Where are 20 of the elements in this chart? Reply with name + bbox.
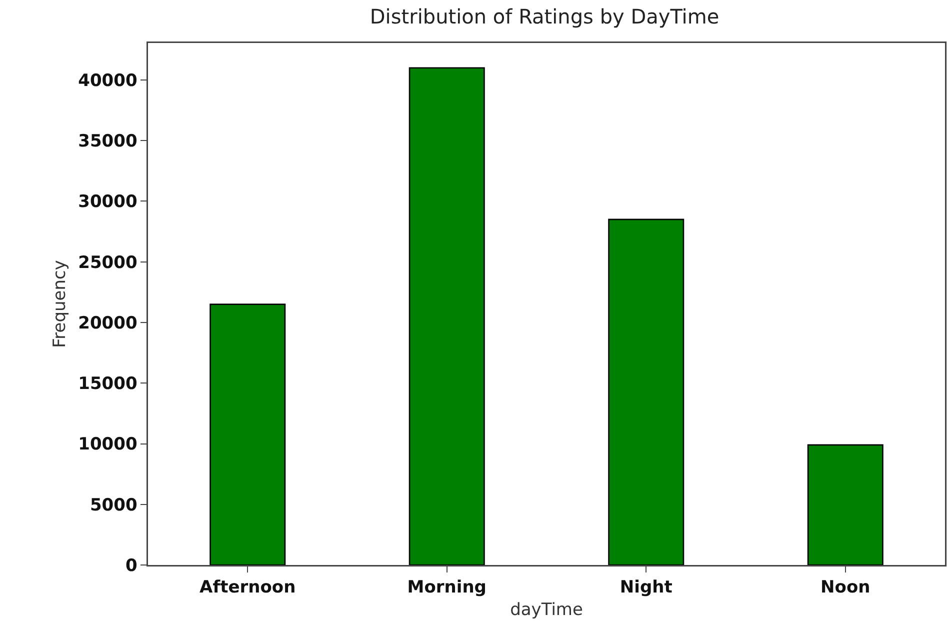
bar <box>608 218 684 565</box>
bar <box>210 304 286 565</box>
y-axis-title: Frequency <box>50 260 70 348</box>
y-tick-label: 15000 <box>78 374 138 394</box>
y-tick-label: 30000 <box>78 192 138 212</box>
y-tick-label: 25000 <box>78 252 138 273</box>
bar <box>408 67 485 565</box>
y-tick-label: 10000 <box>78 434 138 455</box>
y-tick-label: 40000 <box>78 70 138 91</box>
x-tick-label: Noon <box>820 578 870 598</box>
chart-title: Distribution of Ratings by DayTime <box>370 4 720 29</box>
y-tick-label: 5000 <box>90 495 138 516</box>
x-tick-label: Night <box>620 578 672 598</box>
x-tick-label: Morning <box>407 578 486 598</box>
x-axis-title: dayTime <box>510 600 583 620</box>
y-tick-label: 35000 <box>78 132 138 152</box>
bar <box>807 444 884 565</box>
y-tick-label: 0 <box>125 556 138 576</box>
x-tick-label: Afternoon <box>200 578 296 598</box>
y-tick-label: 20000 <box>78 313 138 334</box>
